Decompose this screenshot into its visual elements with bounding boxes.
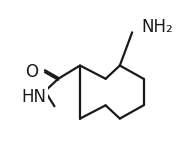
Text: HN: HN [21, 88, 46, 106]
Text: NH₂: NH₂ [142, 18, 173, 36]
Text: O: O [25, 63, 38, 81]
